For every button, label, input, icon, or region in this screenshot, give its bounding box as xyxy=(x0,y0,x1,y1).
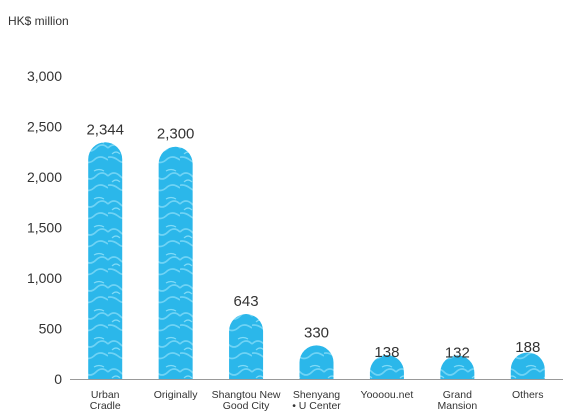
bar xyxy=(88,142,123,379)
y-tick-label: 3,000 xyxy=(27,68,62,84)
bar xyxy=(369,355,404,379)
x-tick-label: Grand Mansion xyxy=(438,389,478,412)
bar-value-label: 132 xyxy=(445,345,470,362)
y-tick-label: 1,500 xyxy=(27,220,62,236)
y-tick-label: 2,500 xyxy=(27,119,62,135)
bar-value-label: 330 xyxy=(304,325,329,342)
bar-value-label: 2,344 xyxy=(86,121,124,138)
bar xyxy=(158,146,193,379)
x-tick-label: Yoooou.net xyxy=(361,389,414,401)
bar xyxy=(229,314,264,379)
x-tick-label: Shangtou New Good City xyxy=(212,389,281,412)
bar-value-label: 643 xyxy=(234,293,259,310)
y-axis: 0 500 1,000 1,500 2,000 2,500 3,000 xyxy=(27,68,62,387)
bar xyxy=(510,352,545,379)
y-tick-label: 500 xyxy=(39,321,63,337)
y-unit-label: HK$ million xyxy=(8,14,69,28)
value-labels-group: 2,344 2,300 643 330 138 132 188 xyxy=(86,121,540,361)
x-tick-label: Others xyxy=(512,389,544,401)
bar-value-label: 188 xyxy=(515,339,540,356)
bars-group xyxy=(88,142,545,379)
bar xyxy=(440,355,475,379)
x-tick-label: Urban Cradle xyxy=(90,389,121,412)
x-tick-label: Originally xyxy=(154,389,199,401)
bar-value-label: 2,300 xyxy=(157,126,195,143)
bar-value-label: 138 xyxy=(374,344,399,361)
x-tick-labels-group: Urban Cradle Originally Shangtou New Good Ci… xyxy=(90,389,544,412)
y-tick-label: 2,000 xyxy=(27,169,62,185)
x-tick-label: Shenyang • U Center xyxy=(292,389,341,412)
bar xyxy=(299,345,334,379)
y-tick-label: 1,000 xyxy=(27,270,62,286)
y-tick-label: 0 xyxy=(54,371,62,387)
